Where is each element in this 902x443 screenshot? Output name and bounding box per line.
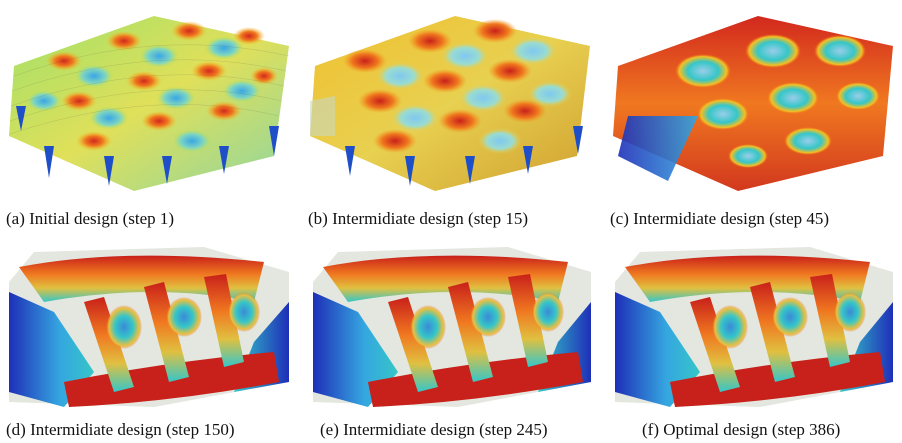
caption-a: (a) Initial design (step 1) — [6, 209, 175, 228]
surface-plot-e — [308, 242, 598, 414]
caption-b: (b) Intermidiate design (step 15) — [308, 209, 528, 228]
caption-c: (c) Intermidiate design (step 45) — [610, 209, 830, 228]
surface-plot-b — [305, 6, 595, 196]
surface-plot-a-image — [9, 16, 290, 191]
surface-plot-c — [608, 6, 898, 196]
caption-f: (f) Optimal design (step 386) — [642, 420, 841, 439]
surface-plot-f-image — [615, 247, 893, 407]
surface-plot-f — [610, 242, 900, 414]
surface-plot-d — [4, 242, 296, 414]
surface-plot-a — [4, 6, 294, 196]
caption-d: (d) Intermidiate design (step 150) — [6, 420, 235, 439]
caption-e: (e) Intermidiate design (step 245) — [320, 420, 548, 439]
surface-plot-e-image — [313, 247, 591, 407]
surface-plot-c-image — [613, 16, 893, 191]
surface-plot-d-image — [9, 247, 289, 407]
surface-plot-b-image — [310, 16, 590, 191]
